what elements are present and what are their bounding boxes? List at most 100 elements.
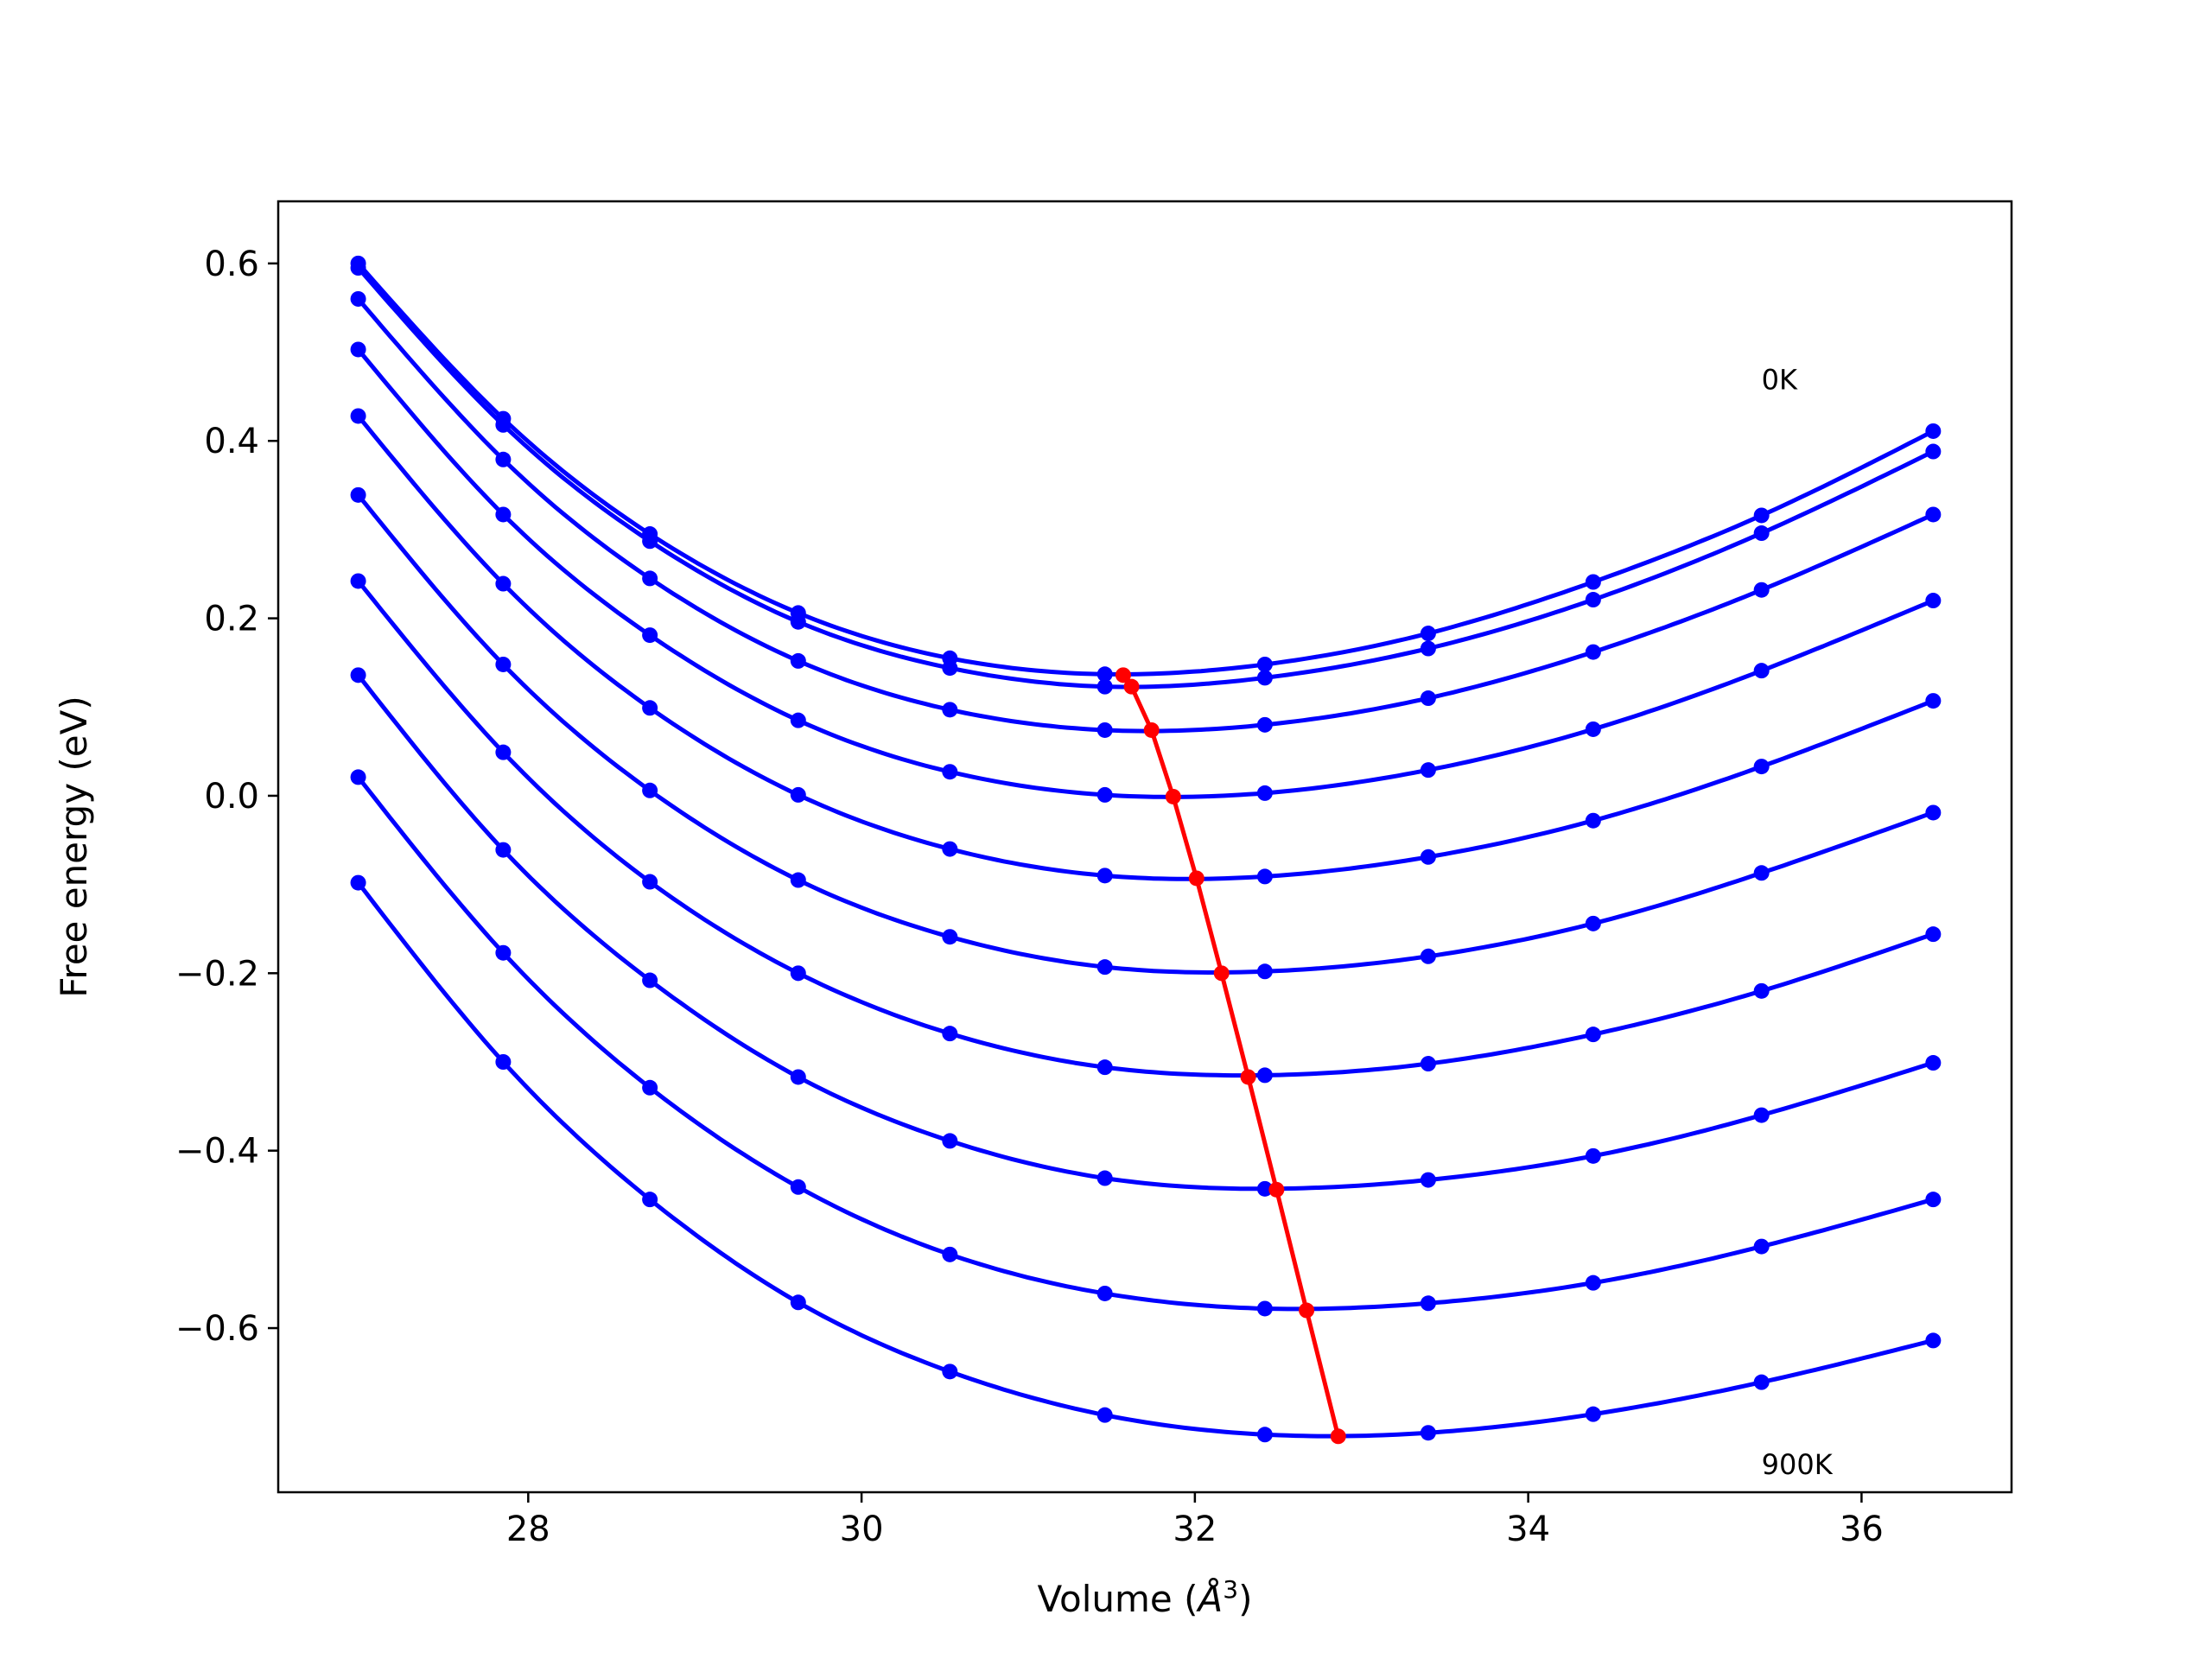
curve-5-point-2: [642, 782, 658, 798]
curve-5-point-3: [790, 872, 806, 888]
curve-4: [356, 414, 1935, 881]
curve-7-point-2: [642, 972, 658, 988]
annotation-900k: 900K: [1762, 1448, 1834, 1481]
curve-6-point-4: [942, 1026, 958, 1042]
curve-3-point-9: [1753, 663, 1770, 679]
curve-4-point-4: [942, 841, 958, 857]
curve-3-point-2: [642, 627, 658, 644]
curve-4-point-9: [1753, 759, 1770, 775]
curve-5-point-8: [1585, 915, 1601, 931]
curve-1: [356, 266, 1935, 690]
minima-point-0: [1115, 667, 1131, 683]
curve-4-point-10: [1925, 693, 1942, 709]
curve-3-point-8: [1585, 721, 1601, 737]
y-tick-label-5: −0.4: [175, 1132, 259, 1172]
curve-2-point-8: [1585, 644, 1601, 660]
curve-8-point-8: [1585, 1274, 1601, 1291]
curve-7-point-0: [350, 667, 366, 683]
curve-0-point-7: [1420, 626, 1436, 642]
curve-6-point-1: [495, 744, 512, 760]
curve-3-point-0: [350, 341, 366, 358]
curve-2-point-0: [350, 290, 366, 307]
curve-0-point-5: [1096, 666, 1113, 683]
x-axis-label-base: Volume (: [1038, 1578, 1198, 1620]
curve-4-point-8: [1585, 812, 1601, 829]
curve-1-point-1: [495, 416, 512, 433]
x-tick-label-34: 34: [1506, 1510, 1550, 1549]
curve-3-point-5: [1096, 786, 1113, 803]
curve-1-point-8: [1585, 592, 1601, 608]
curve-9-point-4: [942, 1363, 958, 1380]
curve-8-point-6: [1256, 1300, 1273, 1317]
minima-layer: [1115, 667, 1346, 1445]
curve-1-point-9: [1753, 525, 1770, 542]
minima-point-6: [1240, 1069, 1256, 1085]
curve-6-point-10: [1925, 926, 1942, 943]
curve-1-point-5: [1096, 678, 1113, 695]
curve-0-point-8: [1585, 574, 1601, 590]
minima-point-8: [1299, 1302, 1315, 1319]
curve-4-point-6: [1256, 868, 1273, 885]
curve-7-point-5: [1096, 1170, 1113, 1186]
curve-2-point-7: [1420, 690, 1436, 707]
curve-5-point-6: [1256, 963, 1273, 980]
curve-4-point-3: [790, 786, 806, 803]
curve-3-point-4: [942, 764, 958, 780]
curve-3-point-6: [1256, 785, 1273, 801]
y-tick-label-4: −0.2: [175, 954, 259, 994]
curve-6-point-7: [1420, 1056, 1436, 1072]
curve-4-point-2: [642, 700, 658, 716]
curve-2-point-2: [642, 570, 658, 587]
minima-line: [1121, 673, 1341, 1437]
y-tick-label-2: 0.2: [204, 600, 259, 639]
curve-7: [356, 673, 1935, 1192]
curve-8-point-7: [1420, 1295, 1436, 1312]
curve-7-point-10: [1925, 1055, 1942, 1071]
curve-0: [356, 262, 1935, 677]
curve-2-point-6: [1256, 716, 1273, 733]
minima-point-1: [1123, 678, 1140, 695]
curve-5-point-7: [1420, 948, 1436, 964]
y-tick-label-6: −0.6: [175, 1309, 259, 1349]
curve-5-point-5: [1096, 959, 1113, 976]
x-axis-label-close: ): [1238, 1578, 1252, 1620]
x-tick-label-32: 32: [1173, 1510, 1217, 1549]
y-tick-label-1: 0.4: [204, 422, 259, 461]
curve-5-point-10: [1925, 804, 1942, 821]
curve-8: [356, 775, 1934, 1312]
curve-2-point-4: [942, 702, 958, 718]
curve-9-point-3: [790, 1294, 806, 1311]
curve-0-point-9: [1753, 507, 1770, 524]
curve-8-point-0: [350, 769, 366, 785]
curve-2-point-5: [1096, 721, 1113, 738]
curve-9-point-6: [1256, 1427, 1273, 1443]
curve-8-point-9: [1753, 1238, 1770, 1255]
curve-9-point-10: [1925, 1332, 1942, 1349]
curve-8-point-3: [790, 1179, 806, 1195]
curve-6-point-6: [1256, 1067, 1273, 1084]
curve-7-point-6: [1256, 1180, 1273, 1197]
minima-point-9: [1330, 1428, 1346, 1445]
curve-0-point-6: [1256, 656, 1273, 672]
curve-1-point-4: [942, 660, 958, 677]
curve-1-point-2: [642, 533, 658, 550]
curve-1-point-0: [350, 260, 366, 276]
x-axis-label-exponent: 3: [1223, 1575, 1238, 1604]
curve-2-point-10: [1925, 506, 1942, 523]
curve-1-point-10: [1925, 443, 1942, 460]
curve-2-point-3: [790, 652, 806, 669]
minima-point-2: [1143, 721, 1160, 738]
curve-9: [356, 881, 1934, 1439]
curve-6: [356, 579, 1935, 1078]
curve-3-point-3: [790, 712, 806, 728]
curve-5-point-4: [942, 929, 958, 945]
y-tick-label-0: 0.6: [204, 245, 259, 284]
curve-9-point-7: [1420, 1425, 1436, 1441]
curve-9-point-1: [495, 1054, 512, 1070]
curve-2-point-1: [495, 451, 512, 467]
curve-8-point-2: [642, 1079, 658, 1096]
curve-4-point-0: [350, 408, 366, 424]
x-tick-label-30: 30: [840, 1510, 884, 1549]
y-axis-label: Free energy (eV): [53, 696, 95, 998]
